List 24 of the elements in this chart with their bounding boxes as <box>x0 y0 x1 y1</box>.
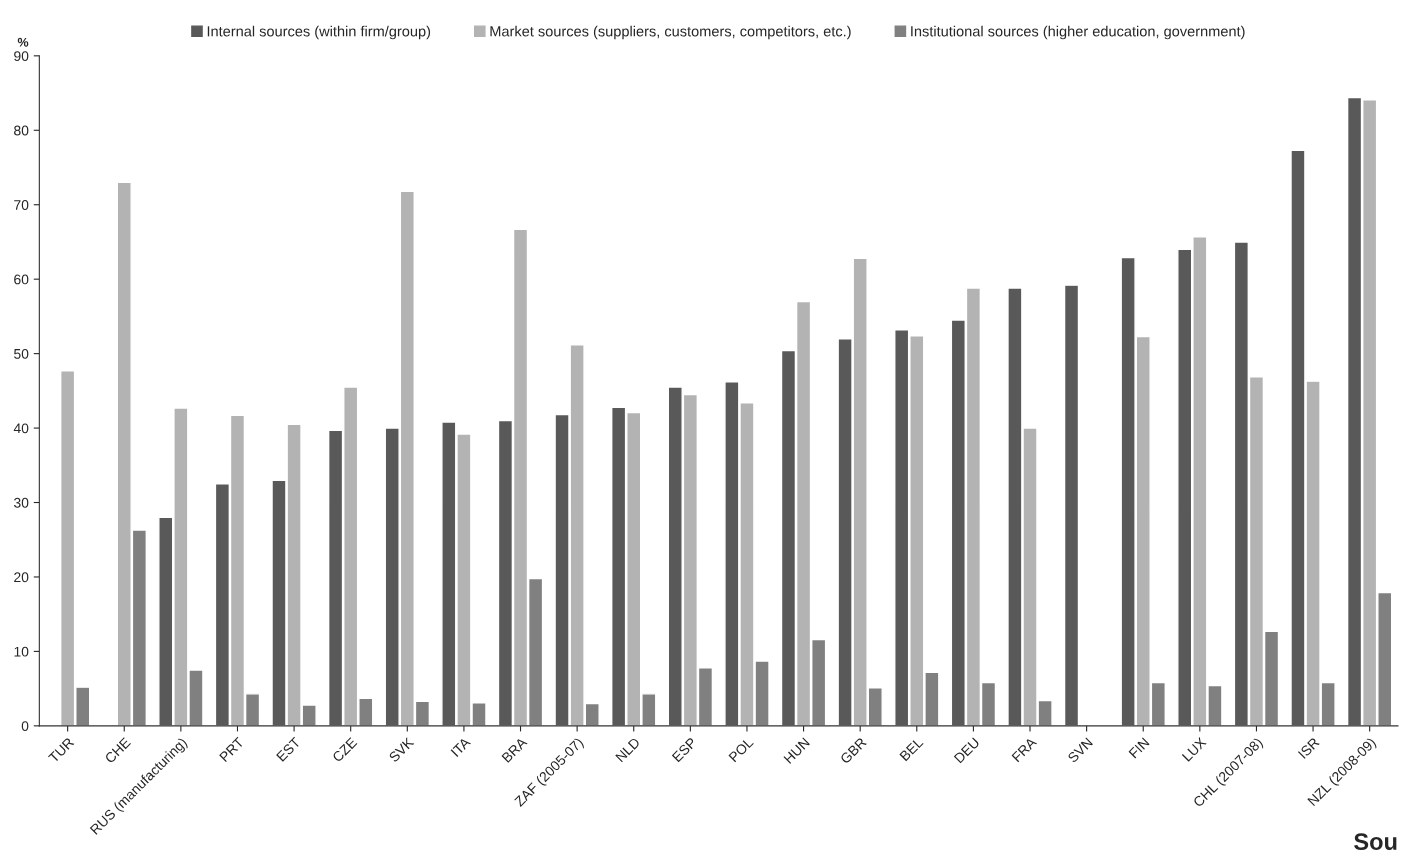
y-tick-label: 30 <box>14 497 29 508</box>
x-tick-label: FIN <box>1128 737 1150 759</box>
y-tick-label: 0 <box>21 721 29 732</box>
y-tick-label: 20 <box>14 572 29 583</box>
x-tick-label: BEL <box>899 736 924 762</box>
legend-label: Institutional sources (higher education, government) <box>911 25 1245 40</box>
x-tick-label: ISR <box>1297 736 1320 759</box>
text: Sou <box>1354 833 1397 851</box>
x-tick-label: NLD <box>615 737 641 763</box>
legend-label: Internal sources (within firm/group) <box>207 25 431 40</box>
y-tick-label: 40 <box>13 423 29 434</box>
y-tick-label: 70 <box>14 200 29 210</box>
y-tick-label: 50 <box>14 348 29 359</box>
y-tick-label: 80 <box>14 125 29 136</box>
bar <box>1063 284 1080 726</box>
x-tick-label: ITA <box>450 736 472 758</box>
x-tick-label: TUR <box>48 737 75 764</box>
y-tick-label: 10 <box>14 646 29 657</box>
y-tick-label: 90 <box>14 51 29 61</box>
legend-label: Market sources (suppliers, customers, competitors, etc.) <box>490 25 851 40</box>
x-tick-label: POL <box>728 736 754 763</box>
y-tick-label: 60 <box>14 274 29 285</box>
x-tick-label: FRA <box>1011 736 1038 763</box>
y-axis-title: % <box>17 37 29 47</box>
